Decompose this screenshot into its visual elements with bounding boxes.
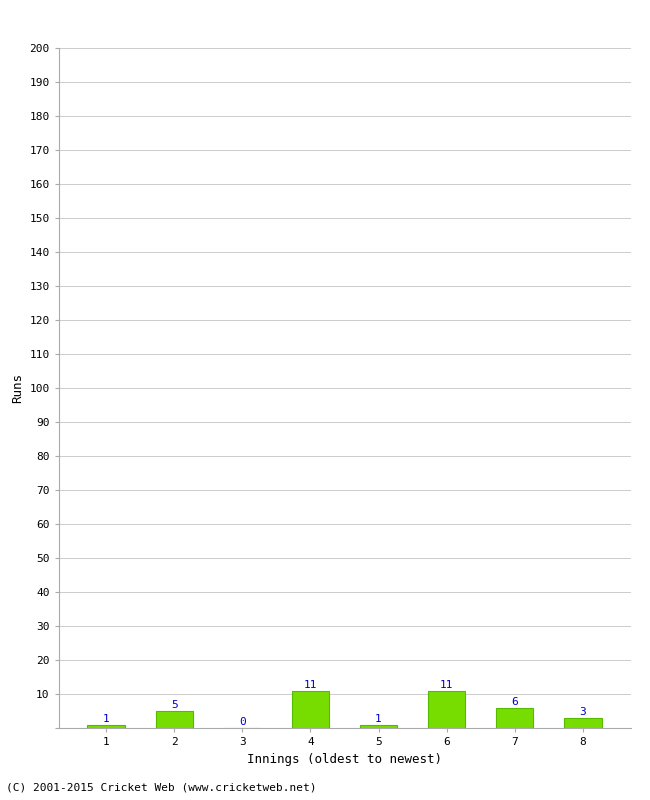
Bar [360,725,397,728]
Text: (C) 2001-2015 Cricket Web (www.cricketweb.net): (C) 2001-2015 Cricket Web (www.cricketwe… [6,782,317,792]
Text: 1: 1 [103,714,110,723]
Bar [292,690,329,728]
Text: 11: 11 [440,679,454,690]
Text: 5: 5 [171,700,177,710]
Text: 0: 0 [239,717,246,727]
Bar [496,707,534,728]
Bar [564,718,601,728]
Y-axis label: Runs: Runs [10,373,23,403]
Text: 3: 3 [579,706,586,717]
Text: 6: 6 [512,697,518,706]
Bar [155,711,193,728]
Text: 1: 1 [375,714,382,723]
Bar [428,690,465,728]
X-axis label: Innings (oldest to newest): Innings (oldest to newest) [247,753,442,766]
Text: 11: 11 [304,679,317,690]
Bar [88,725,125,728]
